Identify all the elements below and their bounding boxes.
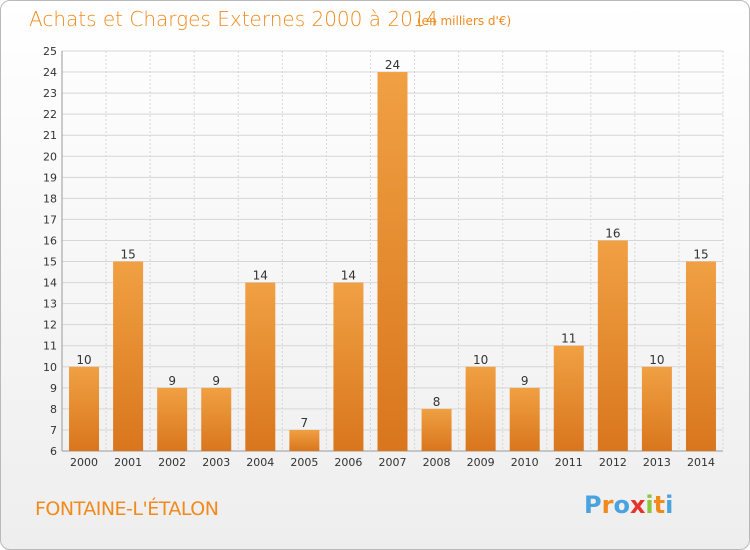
- bar-2009: [465, 366, 496, 451]
- bar-2012: [597, 240, 628, 451]
- y-tick-label: 19: [43, 171, 57, 184]
- label-layer: 10 15 9 9 14 7 14 24 8 10 9 11 16 10 15: [76, 58, 708, 430]
- data-label-2009: 10: [473, 353, 488, 367]
- chart-title: Achats et Charges Externes 2000 à 2014: [29, 7, 439, 31]
- y-tick-label: 21: [43, 129, 57, 142]
- data-label-2012: 16: [605, 226, 620, 240]
- logo-letter: r: [601, 491, 614, 519]
- logo-letter: i: [665, 491, 674, 519]
- bar-2011: [553, 345, 584, 451]
- x-tick-label-2010: 2010: [511, 456, 539, 469]
- bar-layer: [69, 72, 716, 451]
- y-tick-label: 14: [43, 277, 57, 290]
- data-label-2011: 11: [561, 332, 576, 346]
- x-tick-label-2002: 2002: [158, 456, 186, 469]
- data-label-2005: 7: [301, 416, 309, 430]
- data-label-2004: 14: [253, 269, 268, 283]
- y-tick-label: 23: [43, 87, 57, 100]
- data-label-2013: 10: [649, 353, 664, 367]
- y-tick-label: 8: [50, 403, 57, 416]
- logo-letter: t: [653, 491, 666, 519]
- y-tick-label: 22: [43, 108, 57, 121]
- y-tick-label: 24: [43, 66, 57, 79]
- bar-2005: [289, 429, 320, 451]
- x-tick-label-2012: 2012: [599, 456, 627, 469]
- x-tick-label-2001: 2001: [114, 456, 142, 469]
- bar-2003: [201, 387, 232, 451]
- bar-2000: [69, 366, 100, 451]
- bar-2004: [245, 282, 276, 451]
- y-tick-label: 6: [50, 445, 57, 458]
- x-tick-label-2004: 2004: [246, 456, 274, 469]
- logo-letter: P: [584, 491, 602, 519]
- y-tick-label: 15: [43, 256, 57, 269]
- bar-2007: [377, 72, 408, 451]
- data-label-2014: 15: [693, 248, 708, 262]
- bar-2001: [113, 261, 144, 451]
- logo-letter: i: [645, 491, 654, 519]
- data-label-2003: 9: [212, 374, 220, 388]
- y-tick-label: 16: [43, 234, 57, 247]
- y-tick-label: 20: [43, 150, 57, 163]
- bar-2010: [509, 387, 540, 451]
- y-tick-label: 17: [43, 213, 57, 226]
- x-tick-label-2000: 2000: [70, 456, 98, 469]
- logo-letter: o: [613, 491, 630, 519]
- data-label-2000: 10: [76, 353, 91, 367]
- data-label-2007: 24: [385, 58, 400, 72]
- y-tick-label: 18: [43, 192, 57, 205]
- town-name: FONTAINE-L'ÉTALON: [35, 498, 219, 520]
- y-tick-label: 12: [43, 319, 57, 332]
- y-tick-label: 25: [43, 45, 57, 58]
- x-tick-label-2007: 2007: [379, 456, 407, 469]
- x-tick-label-2005: 2005: [290, 456, 318, 469]
- x-tick-label-2003: 2003: [202, 456, 230, 469]
- x-tick-label-2009: 2009: [467, 456, 495, 469]
- bar-2008: [421, 408, 452, 451]
- bar-2013: [641, 366, 672, 451]
- x-tick-label-2013: 2013: [643, 456, 671, 469]
- y-tick-label: 9: [50, 382, 57, 395]
- logo-letter: x: [629, 491, 646, 519]
- x-tick-label-2011: 2011: [555, 456, 583, 469]
- proxiti-logo: Proxiti: [584, 491, 673, 519]
- x-tick-label-2008: 2008: [423, 456, 451, 469]
- y-tick-label: 7: [50, 424, 57, 437]
- bar-2002: [157, 387, 188, 451]
- bar-2006: [333, 282, 364, 451]
- data-label-2010: 9: [521, 374, 529, 388]
- data-label-2006: 14: [341, 269, 356, 283]
- bar-2014: [685, 261, 716, 451]
- y-tick-label: 13: [43, 298, 57, 311]
- x-tick-label-2006: 2006: [334, 456, 362, 469]
- chart-subtitle: (en milliers d'€): [417, 14, 512, 28]
- data-label-2002: 9: [168, 374, 176, 388]
- data-label-2008: 8: [433, 395, 441, 409]
- y-tick-label: 10: [43, 361, 57, 374]
- y-tick-label: 11: [43, 340, 57, 353]
- data-label-2001: 15: [120, 248, 135, 262]
- x-tick-label-2014: 2014: [687, 456, 715, 469]
